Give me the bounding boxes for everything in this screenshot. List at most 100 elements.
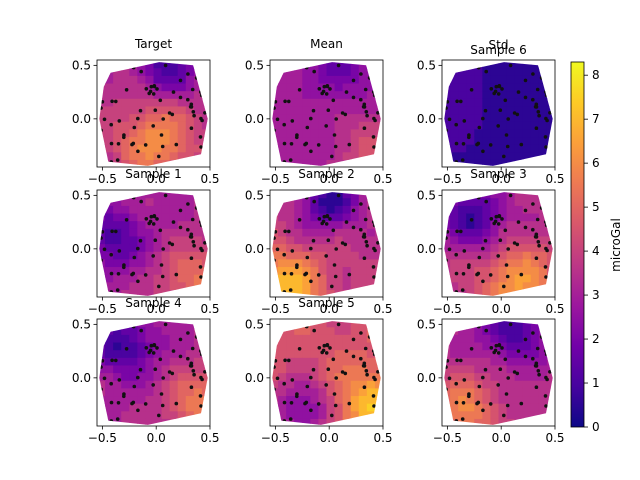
contour-cell [444, 235, 451, 245]
station-point [334, 376, 339, 380]
station-point [136, 375, 140, 380]
contour-cell [350, 228, 360, 237]
contour-cell [342, 220, 352, 229]
contour-cell [177, 128, 187, 138]
contour-cell [310, 380, 320, 389]
contour-cell [99, 121, 106, 130]
contour-cell [506, 387, 516, 397]
station-point [531, 97, 535, 102]
contour-cell [137, 251, 147, 260]
contour-cell [466, 289, 475, 296]
contour-cell [474, 387, 483, 397]
contour-cell [201, 243, 208, 252]
station-point [311, 367, 316, 372]
station-point [371, 220, 376, 224]
contour-cell [326, 357, 336, 366]
station-point [519, 272, 524, 277]
station-point [536, 369, 541, 373]
contour-cell [286, 387, 295, 397]
station-point [454, 160, 459, 164]
contour-cell [153, 326, 163, 335]
station-point [330, 413, 334, 418]
station-point [548, 398, 553, 403]
station-point [153, 108, 158, 112]
station-point [539, 76, 544, 80]
contour-cell [294, 266, 303, 275]
contour-cell [105, 62, 114, 69]
contour-cell [193, 364, 203, 374]
contour-cell [302, 266, 311, 275]
contour-cell [498, 357, 508, 366]
contour-cell [546, 136, 553, 145]
contour-cell [522, 243, 532, 252]
contour-cell [310, 159, 320, 166]
contour-cell [366, 387, 376, 397]
contour-cell [145, 197, 155, 206]
contour-cell [498, 205, 508, 214]
contour-cell [129, 334, 138, 343]
contour-cell [294, 321, 303, 328]
contour-cell [121, 62, 130, 69]
contour-cell [444, 62, 451, 69]
contour-cell [482, 395, 492, 404]
station-point [548, 370, 552, 374]
contour-cell [482, 144, 492, 153]
contour-cell [358, 258, 368, 268]
contour-cell [450, 274, 459, 283]
axes-frame [269, 189, 384, 298]
contour-cell [374, 121, 381, 130]
contour-cell [137, 372, 147, 381]
station-point [544, 404, 548, 408]
contour-cell [302, 98, 311, 107]
contour-cell [145, 144, 155, 153]
contour-cell [302, 90, 311, 99]
station-point [104, 196, 108, 201]
contour-cell [129, 205, 138, 214]
contour-cell [121, 128, 130, 138]
contour-cell [538, 220, 548, 229]
contour-cell [358, 151, 368, 160]
contour-cell [286, 395, 295, 404]
station-point [343, 242, 348, 247]
contour-cell [506, 326, 516, 335]
contour-cell [458, 349, 467, 358]
colorbar-gradient [570, 61, 585, 428]
station-point [359, 331, 363, 335]
station-point [489, 346, 494, 350]
contour-cell [113, 235, 122, 245]
contour-cell [530, 326, 540, 335]
station-point [504, 133, 509, 137]
contour-cell [185, 410, 195, 419]
station-point [449, 325, 453, 330]
station-point [161, 376, 165, 380]
contour-cell [458, 251, 467, 260]
contour-cell [318, 403, 328, 412]
station-point [476, 324, 481, 329]
contour-cell [474, 67, 483, 76]
contour-cell [294, 326, 303, 335]
contour-cell [458, 75, 467, 84]
contour-cell [294, 62, 303, 69]
contour-cell [482, 403, 492, 412]
contour-cell [334, 128, 344, 138]
station-point [444, 236, 448, 240]
subplot-title: Sample 4 [125, 296, 181, 310]
contour-cell [482, 418, 492, 425]
station-point [534, 364, 539, 368]
station-point [364, 110, 369, 114]
contour-cell [310, 121, 320, 130]
contour-cell [302, 151, 311, 160]
contour-cell [302, 380, 311, 389]
contour-cell [444, 387, 451, 397]
contour-cell [318, 235, 328, 245]
contour-cell [358, 75, 368, 84]
contour-cell [444, 105, 451, 115]
contour-cell [326, 98, 336, 107]
contour-cell [350, 364, 360, 374]
contour-cell [169, 334, 179, 343]
contour-cell [310, 228, 320, 237]
contour-cell [278, 380, 287, 389]
contour-cell [530, 105, 540, 115]
contour-cell [326, 136, 336, 145]
station-point [523, 78, 528, 83]
